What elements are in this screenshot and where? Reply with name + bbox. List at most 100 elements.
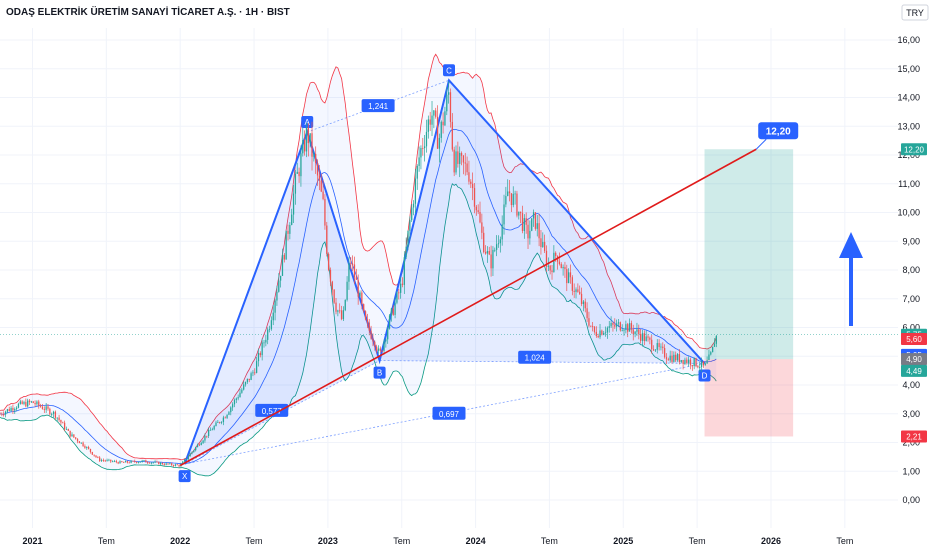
harmonic-bcd-fill [379, 80, 705, 364]
candle-body [165, 463, 167, 465]
candle-body [207, 429, 210, 436]
candle-body [123, 462, 125, 463]
time-axis[interactable]: 2021 Tem 2022 Tem 2023 Tem 2024 Tem 2025 Tem 2026 T… [22, 536, 853, 546]
candle-body [27, 400, 29, 407]
candle-body [540, 238, 542, 247]
candle-body [331, 281, 333, 290]
currency-button[interactable]: TRY [901, 4, 929, 21]
candle-body [447, 92, 450, 95]
y-tick-label: 9,00 [902, 236, 920, 246]
candle-body [407, 230, 409, 247]
candle-body [313, 153, 315, 157]
trendline[interactable]: 12,20 [179, 122, 799, 467]
candle-body [665, 357, 668, 360]
candle-body [654, 349, 657, 351]
candle-body [534, 212, 537, 229]
candle-body [10, 407, 12, 411]
target-callout-label: 12,20 [766, 126, 791, 137]
candle-body [276, 291, 278, 301]
x-tick-label: Tem [541, 536, 558, 546]
price-tag-label: 4,90 [906, 355, 922, 364]
candle-body [178, 464, 180, 467]
long-position-box[interactable] [704, 149, 794, 437]
candle-body [431, 115, 433, 125]
candle-body [76, 438, 79, 442]
point-badge [443, 64, 455, 77]
candle-body [14, 409, 16, 411]
candle-body [457, 151, 459, 164]
candle-body [573, 290, 575, 292]
arrow-up-icon[interactable] [839, 232, 863, 326]
candle-body [486, 250, 489, 254]
candle-body [519, 211, 522, 214]
loss-zone [704, 359, 794, 437]
candle-body [215, 422, 217, 427]
candle-body [21, 401, 23, 404]
x-tick-label: Tem [246, 536, 263, 546]
candle-body [547, 265, 549, 267]
candle-body [95, 455, 97, 458]
candle-body [167, 463, 169, 465]
candle-body [206, 435, 208, 437]
candle-body [52, 411, 55, 414]
candle-body [193, 450, 195, 452]
candle-body [115, 461, 117, 463]
candle-body [213, 426, 215, 430]
candle-body [47, 406, 49, 409]
candle-body [401, 283, 404, 285]
candle-body [442, 121, 444, 126]
candle-body [374, 341, 376, 347]
candle-body [126, 461, 129, 463]
candle-body [3, 414, 5, 416]
price-tag-label: 12,20 [904, 145, 925, 154]
candle-body [675, 354, 677, 361]
candle-body [680, 360, 682, 362]
point-label: A [305, 118, 311, 127]
candle-body [706, 360, 708, 364]
profit-zone [704, 149, 794, 360]
candle-body [532, 212, 535, 219]
candle-body [508, 191, 511, 194]
candle-body [440, 121, 442, 138]
candle-body [676, 354, 679, 361]
candle-body [364, 311, 367, 320]
point-badge [178, 470, 191, 483]
candle-body [169, 463, 171, 465]
candle-body [117, 462, 119, 464]
candle-body [84, 446, 86, 448]
candle-body [464, 162, 466, 164]
candle-body [619, 322, 621, 331]
candle-body [172, 465, 175, 466]
candle-body [45, 406, 47, 410]
candle-body [134, 460, 136, 462]
candle-body [660, 346, 662, 348]
candle-body [451, 121, 453, 150]
candle-body [141, 460, 143, 462]
candle-body [495, 244, 498, 250]
candle-body [335, 302, 337, 312]
candle-body [124, 461, 127, 463]
harmonic-pattern[interactable]: 1,241 0,577 1,024 0,697 X A B C D [178, 64, 711, 483]
candle-body [296, 171, 298, 174]
candle-body [403, 257, 405, 285]
candle-body [305, 127, 308, 152]
candle-body [104, 460, 106, 462]
candle-body [449, 92, 452, 122]
y-tick-label: 0,00 [902, 495, 920, 505]
y-tick-label: 14,00 [897, 93, 920, 103]
x-tick-label: 2025 [613, 536, 633, 546]
candle-body [54, 411, 57, 418]
candle-body [261, 342, 263, 356]
candle-body [669, 355, 671, 361]
candle-body [571, 277, 573, 291]
candle-body [392, 308, 394, 315]
candle-body [606, 327, 609, 333]
candle-body [658, 343, 660, 348]
candle-body [363, 304, 365, 312]
candle-body [715, 335, 717, 344]
candle-body [294, 173, 297, 194]
candle-body [597, 335, 599, 338]
candle-body [564, 266, 566, 270]
